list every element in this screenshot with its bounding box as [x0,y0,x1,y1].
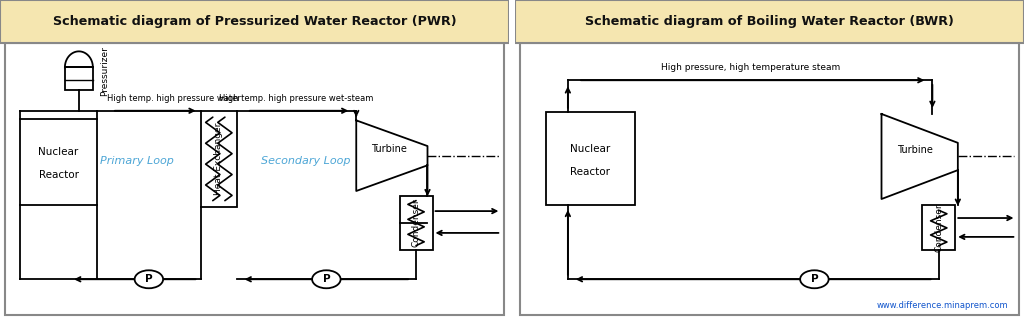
Text: Nuclear: Nuclear [570,144,610,154]
Text: Reactor: Reactor [39,170,79,180]
Text: Heat Exchanger: Heat Exchanger [214,123,223,195]
Bar [923,205,955,250]
Text: High temp. high pressure water: High temp. high pressure water [106,94,241,103]
Bar [20,119,96,205]
Text: P: P [145,274,153,284]
Text: Secondary Loop: Secondary Loop [260,155,350,166]
Circle shape [312,270,341,288]
Text: P: P [811,274,818,284]
Text: Condenser: Condenser [412,199,421,247]
Polygon shape [356,120,427,191]
Bar [65,67,93,90]
Bar [0,0,509,43]
Text: Pressurizer: Pressurizer [100,46,110,96]
Text: Turbine: Turbine [897,145,933,155]
Circle shape [800,270,828,288]
Bar [520,43,1019,315]
Bar [546,112,635,205]
Text: Nuclear: Nuclear [39,147,79,158]
Bar [201,111,237,207]
Text: www.difference.minaprem.com: www.difference.minaprem.com [878,301,1009,310]
Text: High temp. high pressure wet-steam: High temp. high pressure wet-steam [219,94,374,103]
Text: Turbine: Turbine [372,144,408,154]
Text: Schematic diagram of Boiling Water Reactor (BWR): Schematic diagram of Boiling Water React… [585,15,954,28]
Polygon shape [882,114,957,199]
Bar [399,196,432,250]
Text: High pressure, high temperature steam: High pressure, high temperature steam [660,63,840,72]
Bar [515,0,1024,43]
Text: Primary Loop: Primary Loop [100,155,174,166]
Circle shape [134,270,163,288]
Text: Reactor: Reactor [570,167,610,177]
Text: Schematic diagram of Pressurized Water Reactor (PWR): Schematic diagram of Pressurized Water R… [52,15,457,28]
Text: P: P [323,274,330,284]
Bar [5,43,504,315]
Text: Condenser: Condenser [934,204,943,252]
